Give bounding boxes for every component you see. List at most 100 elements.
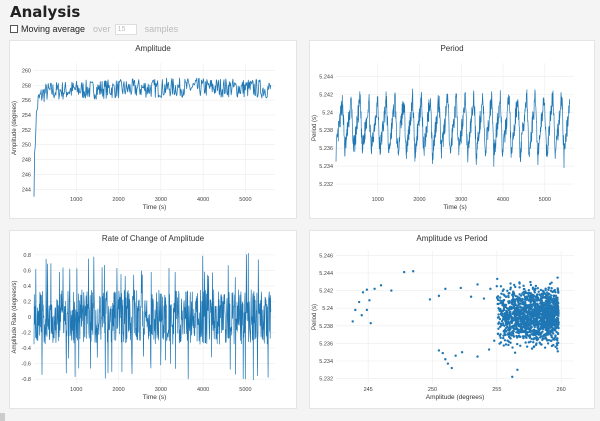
scatter-point: [544, 287, 547, 290]
y-tick-label: 244: [22, 187, 31, 193]
scatter-point: [510, 334, 513, 337]
moving-average-label[interactable]: Moving average: [21, 24, 86, 34]
scatter-point: [511, 326, 514, 329]
chart-title: Rate of Change of Amplitude: [101, 234, 205, 243]
moving-average-controls: Moving average over 15 samples: [10, 22, 178, 36]
scatter-point: [548, 292, 551, 296]
scatter-point: [536, 324, 539, 327]
scatter-point: [510, 299, 514, 302]
y-tick-label: 5.24: [322, 306, 333, 312]
scatter-point: [539, 288, 543, 292]
scatter-point: [555, 316, 559, 319]
scatter-point: [518, 325, 522, 328]
scatter-point: [523, 317, 527, 321]
scatter-point: [503, 324, 506, 327]
scatter-point: [495, 285, 499, 288]
scatter-point: [529, 283, 533, 287]
x-tick-label: 3000: [155, 387, 167, 393]
scatter-point: [547, 329, 551, 333]
scatter-point: [521, 308, 524, 312]
scatter-point: [533, 331, 536, 334]
scatter-point: [513, 351, 517, 354]
scatter-point: [525, 331, 528, 335]
scatter-point: [540, 304, 543, 307]
scatter-point: [518, 309, 521, 312]
scatter-point: [496, 332, 500, 335]
scatter-point: [548, 326, 552, 330]
scatter-point: [521, 330, 525, 334]
scatter-point: [499, 341, 503, 344]
scatter-point: [542, 292, 545, 296]
scatter-point: [504, 295, 508, 298]
scatter-point: [554, 311, 557, 315]
scatter-point: [496, 302, 499, 306]
scatter-point: [518, 282, 521, 285]
scatter-point: [516, 342, 519, 346]
scatter-point: [542, 324, 546, 328]
scatter-point: [493, 339, 496, 342]
scatter-point: [518, 293, 521, 296]
period-chart-panel: Period 5.232 5.234 5.236 5.238 5.24 5.242 5.24…: [309, 40, 595, 219]
moving-average-checkbox[interactable]: [10, 25, 18, 33]
rate-of-change-chart[interactable]: -0.8 -0.6 -0.4 -0.2 0 0.2 0.4 0.6 0.8 1000 2000 300…: [10, 231, 298, 410]
scatter-point: [508, 323, 511, 327]
scatter-point: [504, 314, 508, 318]
amplitude-chart[interactable]: 244 246 248 250 252 254 256 258 260 1000 2000 3000 4…: [10, 41, 298, 220]
scatter-point: [501, 289, 505, 293]
scatter-point: [554, 345, 557, 349]
scatter-point: [379, 284, 383, 287]
y-tick-label: 252: [22, 128, 31, 134]
scatter-point: [498, 299, 502, 302]
y-tick-label: 5.234: [319, 359, 333, 365]
scatter-point: [532, 297, 535, 301]
scatter-point: [504, 312, 507, 315]
scatter-point: [546, 301, 550, 304]
y-tick-label: -0.2: [22, 331, 31, 337]
scatter-point: [511, 346, 514, 349]
scatter-point: [530, 321, 533, 325]
scatter-point: [513, 307, 516, 311]
period-chart[interactable]: 5.232 5.234 5.236 5.238 5.24 5.242 5.244 1000 20…: [310, 41, 596, 220]
rate-chart-panel: Rate of Change of Amplitude -0.8 -0.6 -0.4…: [9, 230, 297, 409]
x-tick-label: 5000: [239, 387, 251, 393]
scatter-point: [520, 299, 524, 302]
scatter-point: [538, 331, 541, 335]
scatter-point: [547, 303, 551, 306]
scatter-point: [500, 292, 503, 295]
scatter-point: [538, 293, 542, 297]
scatter-point: [544, 299, 548, 303]
scatter-point: [504, 317, 507, 320]
scatter-point: [507, 295, 510, 299]
scatter-point: [522, 287, 526, 291]
scatter-point: [503, 303, 506, 307]
scatter-point: [357, 300, 361, 304]
scatter-point: [516, 319, 520, 323]
scatter-point: [530, 311, 533, 315]
scatter-point: [541, 330, 544, 333]
scatter-point: [501, 301, 505, 305]
scatter-point: [557, 291, 560, 294]
scatter-point: [540, 302, 543, 305]
scatter-point: [533, 300, 536, 304]
scatter-point: [509, 311, 512, 314]
scatter-point: [402, 270, 406, 274]
scatter-point: [498, 334, 502, 337]
scatter-point: [518, 302, 521, 306]
scrollbar-corner[interactable]: [0, 413, 5, 421]
scatter-point: [526, 298, 529, 301]
amplitude-vs-period-chart[interactable]: 5.232 5.234 5.236 5.238 5.24 5.242 5.244 5.246 2…: [310, 231, 596, 410]
scatter-point: [506, 321, 510, 325]
x-tick-label: 1000: [70, 197, 82, 203]
scatter-point: [532, 316, 535, 319]
scatter-point: [534, 284, 538, 288]
scatter-point: [502, 336, 505, 340]
scatter-point: [548, 301, 552, 305]
samples-input[interactable]: 15: [114, 23, 137, 35]
scatter-point: [516, 312, 520, 315]
scatter-point: [553, 288, 556, 292]
x-tick-label: 260: [557, 387, 566, 393]
y-tick-label: 0.4: [23, 284, 31, 290]
scatter-point: [514, 310, 517, 314]
scatter-point: [532, 294, 536, 297]
scatter-point: [525, 295, 528, 299]
